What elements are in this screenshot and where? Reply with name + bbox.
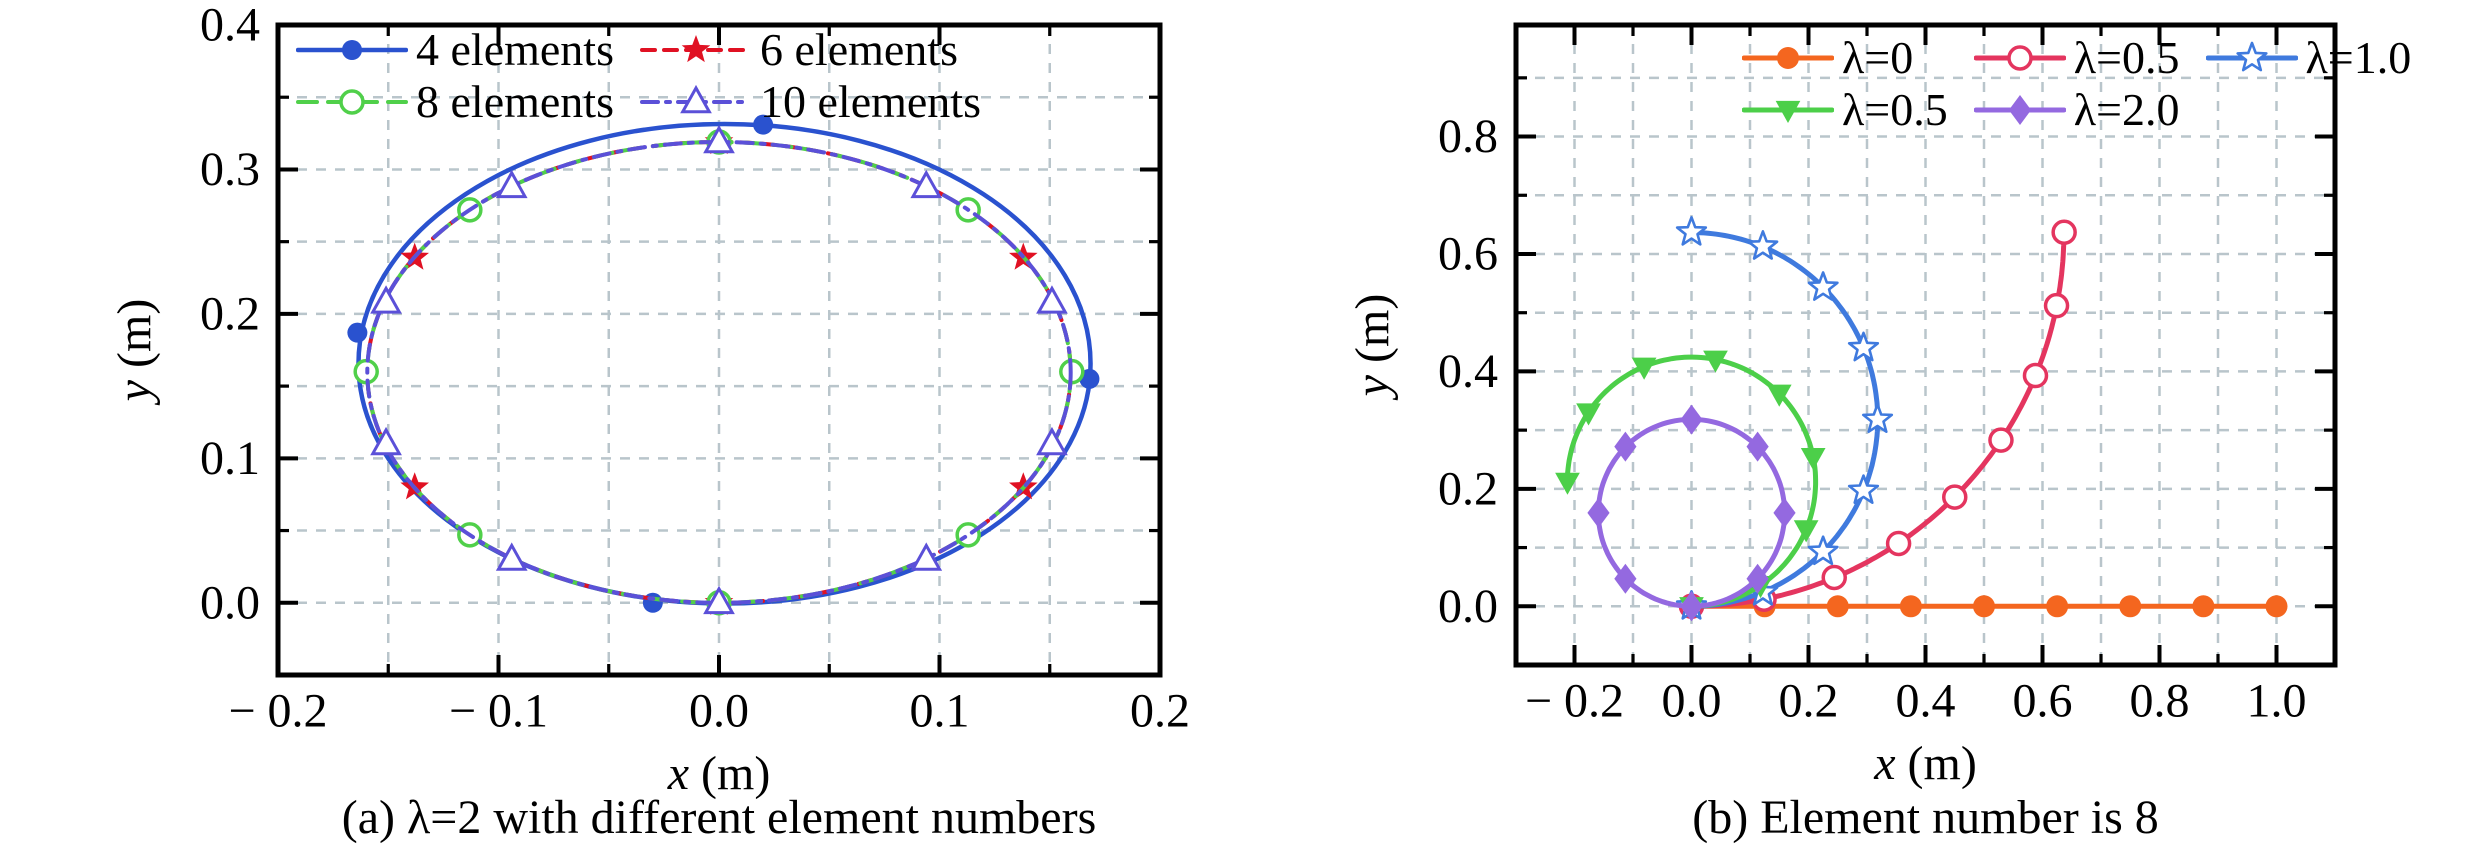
x-tick-label: 0.0	[689, 685, 749, 738]
x-tick-label: 0.2	[1779, 675, 1839, 728]
legend-label: λ=0.5	[2073, 32, 2180, 83]
legend-sample-icon	[296, 40, 408, 61]
legend-sample-icon	[1973, 45, 2066, 71]
legend-sample-icon	[640, 35, 752, 63]
legend-item-10-elements: 10 elements	[640, 76, 981, 128]
series-10-elements	[365, 124, 1073, 615]
legend-sample-icon	[1742, 47, 1834, 70]
y-tick-label: 0.0	[1438, 580, 1498, 633]
y-tick-label: 0.2	[1438, 462, 1498, 515]
x-tick-label: 0.8	[2130, 675, 2190, 728]
axes	[275, 22, 1163, 678]
y-tick-label: 0.2	[200, 287, 260, 340]
tick-labels: − 0.2 0.0 0.2 0.4 0.6 0.8 1.0 0.0 0.2 0.4 0.6 0.8 x …	[1346, 110, 2307, 790]
legend-sample-icon	[1973, 95, 2066, 126]
legend-item-λ=2.0: λ=2.0	[1973, 84, 2180, 136]
grid	[1516, 25, 2335, 665]
chart-a-caption: (a) λ=2 with different element numbers	[341, 791, 1097, 844]
legend-item-8-elements: 8 elements	[296, 76, 614, 128]
y-axis-label: y (m)	[1346, 294, 1399, 402]
x-tick-label: 0.0	[1662, 675, 1722, 728]
x-tick-label: 0.4	[1896, 675, 1956, 728]
legend-label: λ=2.0	[2073, 84, 2180, 136]
panel-b: − 0.2 0.0 0.2 0.4 0.6 0.8 1.0 0.0 0.2 0.4 0.6 0.8 x …	[1250, 0, 2481, 845]
y-tick-label: 0.4	[1438, 345, 1498, 398]
y-axis-label: y (m)	[108, 299, 161, 407]
legend-label: 8 elements	[416, 76, 614, 128]
legend-item-6-elements: 6 elements	[640, 24, 981, 75]
series-λ=1.0	[1675, 216, 1894, 620]
y-tick-label: 0.1	[200, 432, 260, 485]
legend-sample-icon	[640, 85, 752, 114]
panel-a: − 0.2 − 0.1 0.0 0.1 0.2 0.0 0.1 0.2 0.3 0.4 x (m) y…	[108, 0, 1190, 844]
legend-label: 10 elements	[760, 76, 981, 128]
chart-a-legend: 4 elements 6 elements 8 elements 10 element…	[296, 24, 981, 128]
legend-item-4-elements: 4 elements	[296, 24, 614, 75]
legend-sample-icon	[296, 89, 408, 116]
y-tick-label: 0.6	[1438, 227, 1498, 280]
x-tick-label: − 0.2	[1525, 675, 1624, 728]
legend-label: λ=1.0	[2305, 32, 2412, 83]
series-λ=0.5	[1678, 219, 2077, 620]
x-tick-label: − 0.1	[449, 685, 548, 738]
chart-b-legend: λ=0 λ=0.5 λ=1.0 λ=0.5 λ=2.0	[1742, 32, 2412, 136]
x-tick-label: 0.1	[910, 685, 970, 738]
chart-b-caption: (b) Element number is 8	[1692, 791, 2159, 844]
legend-item-λ=0.5: λ=0.5	[1973, 32, 2180, 83]
legend-item-λ=0: λ=0	[1742, 32, 1948, 83]
y-tick-label: 0.3	[200, 143, 260, 196]
legend-label: 4 elements	[416, 24, 614, 75]
chart-a-plot: − 0.2 − 0.1 0.0 0.1 0.2 0.0 0.1 0.2 0.3 0.4 x (m) y…	[108, 0, 1190, 800]
legend-label: λ=0.5	[1842, 84, 1948, 136]
x-tick-label: − 0.2	[228, 685, 327, 738]
legend-sample-icon	[1742, 101, 1834, 124]
y-tick-label: 0.0	[200, 576, 260, 629]
x-tick-label: 1.0	[2247, 675, 2307, 728]
x-tick-label: 0.2	[1130, 685, 1190, 738]
x-tick-label: 0.6	[2013, 675, 2073, 728]
axes	[1513, 22, 2338, 668]
y-tick-label: 0.8	[1438, 110, 1498, 163]
legend-sample-icon	[2205, 41, 2298, 72]
chart-b-plot: − 0.2 0.0 0.2 0.4 0.6 0.8 1.0 0.0 0.2 0.4 0.6 0.8 x …	[1346, 22, 2338, 790]
legend-item-λ=1.0: λ=1.0	[2205, 32, 2412, 83]
legend-label: λ=0	[1842, 32, 1914, 83]
x-axis-label: x (m)	[667, 747, 771, 800]
legend-item-λ=0.5: λ=0.5	[1742, 84, 1948, 136]
series-λ=0	[1680, 595, 2288, 618]
y-tick-label: 0.4	[200, 0, 260, 52]
tick-labels: − 0.2 − 0.1 0.0 0.1 0.2 0.0 0.1 0.2 0.3 0.4 x (m) y…	[108, 0, 1190, 800]
legend-label: 6 elements	[760, 24, 958, 75]
x-axis-label: x (m)	[1873, 737, 1977, 790]
